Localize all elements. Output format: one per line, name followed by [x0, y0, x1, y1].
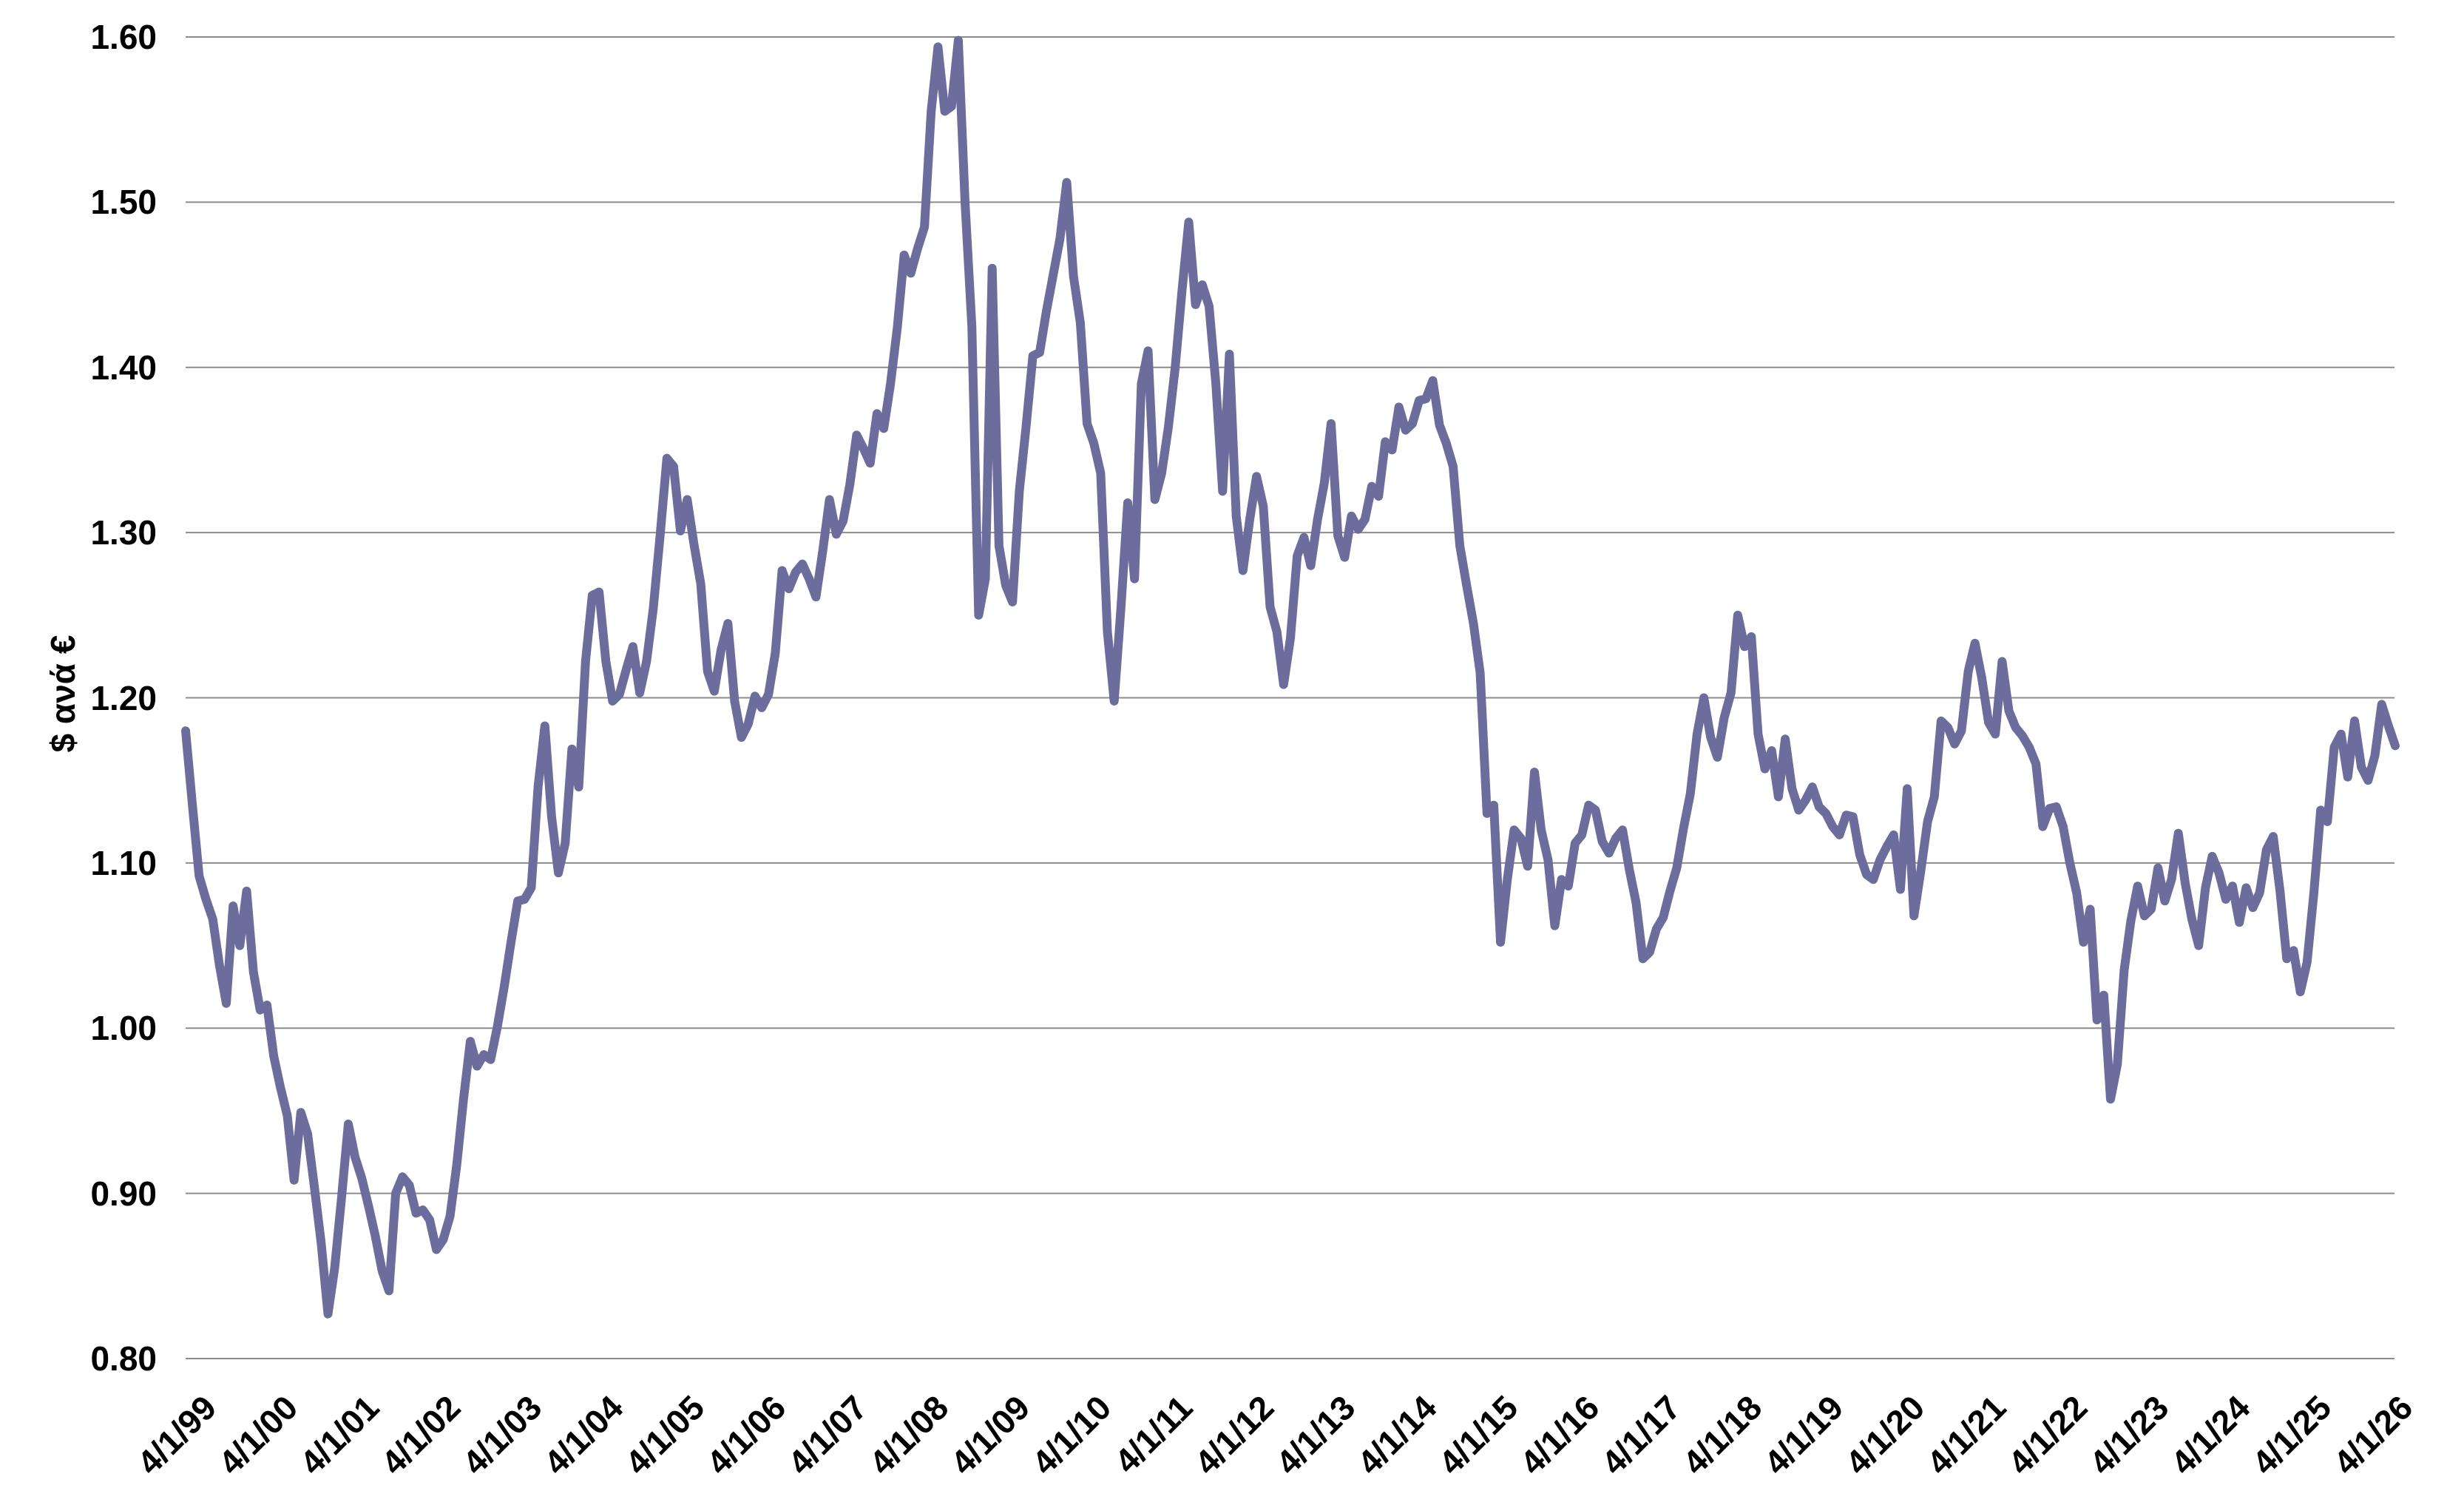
y-tick-label: 1.40 — [90, 348, 157, 387]
y-tick-label: 1.20 — [90, 678, 157, 717]
frame-border-right-outer — [2459, 0, 2464, 1505]
y-axis-title: $ ανά € — [44, 635, 82, 753]
frame-border-top — [0, 0, 2464, 1]
y-tick-label: 0.90 — [90, 1174, 157, 1213]
horizontal-gridlines — [186, 36, 2394, 1359]
y-tick-label: 1.00 — [90, 1009, 157, 1048]
y-tick-label: 1.50 — [90, 183, 157, 222]
frame-border-bottom-outer — [0, 1500, 2464, 1505]
y-tick-label: 0.80 — [90, 1339, 157, 1378]
usd-per-eur-rate-line — [181, 35, 2400, 1319]
y-tick-label: 1.10 — [90, 843, 157, 882]
y-tick-label: 1.30 — [90, 513, 157, 552]
y-tick-label: 1.60 — [90, 18, 157, 56]
frame-border-left — [0, 0, 1, 1505]
